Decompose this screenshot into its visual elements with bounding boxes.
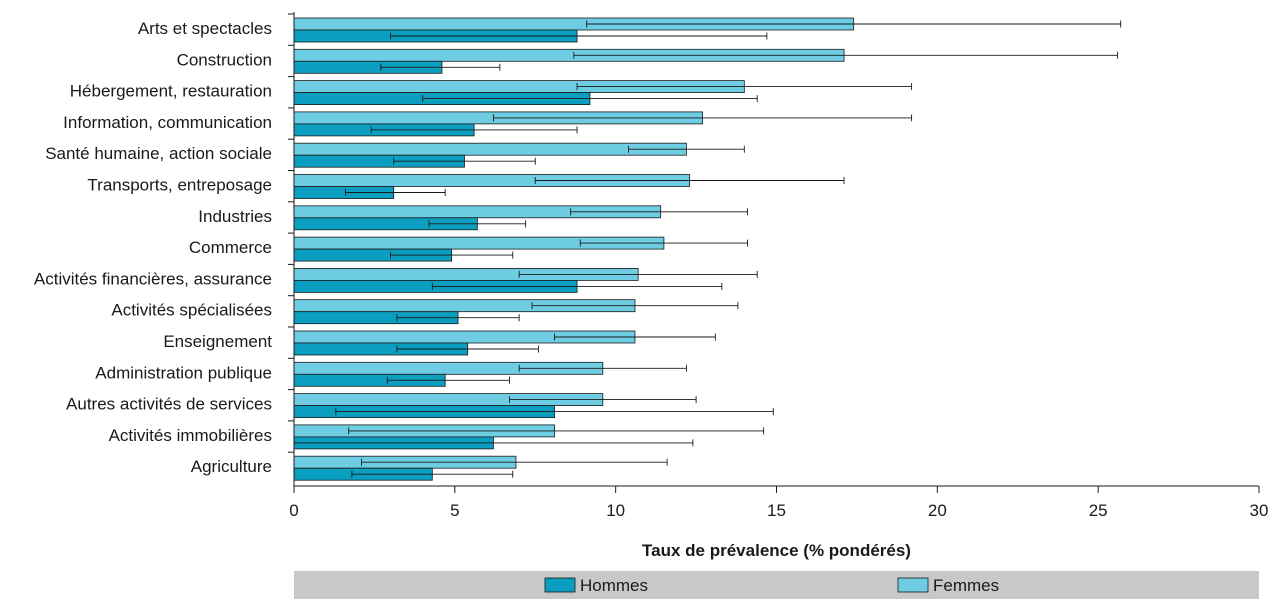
category-label: Arts et spectacles xyxy=(138,19,272,38)
category-label: Commerce xyxy=(189,238,272,257)
x-tick-label: 20 xyxy=(928,501,947,520)
category-label: Activités spécialisées xyxy=(111,301,272,320)
x-tick-label: 30 xyxy=(1250,501,1269,520)
category-label: Administration publique xyxy=(95,363,272,382)
category-label: Industries xyxy=(198,207,272,226)
category-label: Autres activités de services xyxy=(66,395,272,414)
category-label: Transports, entreposage xyxy=(87,176,272,195)
x-tick-label: 25 xyxy=(1089,501,1108,520)
category-label: Activités immobilières xyxy=(109,426,272,445)
x-tick-label: 5 xyxy=(450,501,459,520)
legend: Hommes Femmes xyxy=(294,571,1259,599)
category-label: Activités financières, assurance xyxy=(34,269,272,288)
bar-femmes xyxy=(293,142,687,156)
x-axis-title: Taux de prévalence (% pondérés) xyxy=(642,541,911,560)
legend-femmes-swatch xyxy=(897,577,929,593)
category-label: Hébergement, restauration xyxy=(70,82,272,101)
category-label: Construction xyxy=(177,50,272,69)
legend-band xyxy=(294,571,1259,599)
legend-hommes-swatch xyxy=(544,577,576,593)
category-labels: Arts et spectacles Construction Hébergemen… xyxy=(34,19,272,476)
plot-area xyxy=(293,17,1122,481)
x-tick-label: 10 xyxy=(606,501,625,520)
category-label: Agriculture xyxy=(191,457,272,476)
legend-femmes-label: Femmes xyxy=(933,576,999,595)
x-axis: 0 5 10 15 20 25 30 xyxy=(288,12,1268,520)
category-label: Enseignement xyxy=(163,332,272,351)
legend-hommes-label: Hommes xyxy=(580,576,648,595)
category-label: Information, communication xyxy=(63,113,272,132)
category-label: Santé humaine, action sociale xyxy=(45,144,272,163)
x-tick-label: 15 xyxy=(767,501,786,520)
x-tick-label: 0 xyxy=(289,501,298,520)
